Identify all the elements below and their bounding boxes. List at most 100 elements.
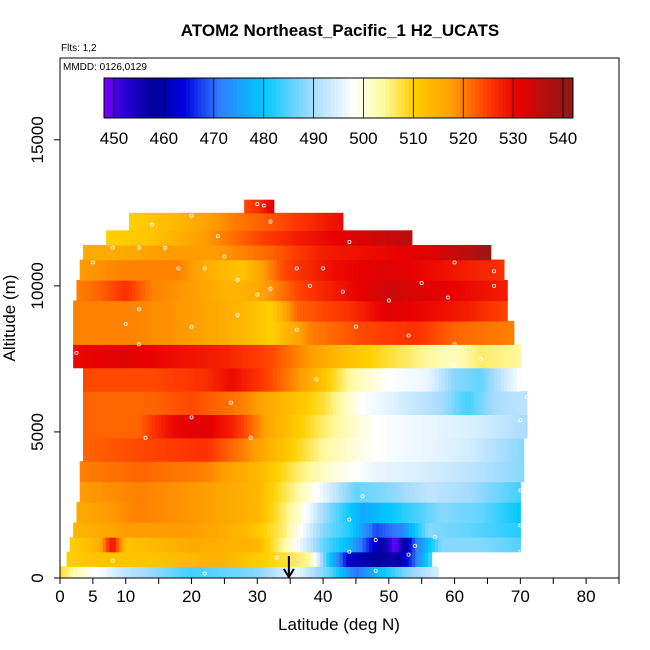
heatmap-cell xyxy=(188,461,193,483)
heatmap-cell xyxy=(471,414,475,439)
heatmap-cell xyxy=(326,391,331,415)
heatmap-cell xyxy=(122,481,127,503)
heatmap-cell xyxy=(408,551,413,567)
colorbar-segment xyxy=(541,78,547,118)
heatmap-cell xyxy=(178,537,183,553)
heatmap-cell xyxy=(392,367,396,392)
heatmap-cell xyxy=(122,551,127,567)
heatmap-cell xyxy=(99,522,104,538)
heatmap-cell xyxy=(382,522,387,538)
heatmap-cell xyxy=(211,522,216,538)
heatmap-cell xyxy=(306,344,311,369)
heatmap-cell xyxy=(474,244,479,261)
heatmap-cell xyxy=(198,259,202,281)
heatmap-cell xyxy=(454,414,459,439)
heatmap-cell xyxy=(293,502,298,524)
heatmap-cell xyxy=(398,537,403,553)
heatmap-cell xyxy=(92,522,97,538)
heatmap-cell xyxy=(480,344,485,369)
heatmap-cell xyxy=(405,551,410,567)
heatmap-cell xyxy=(319,391,324,415)
heatmap-cell xyxy=(395,259,400,281)
heatmap-cell xyxy=(263,522,268,538)
heatmap-cell xyxy=(263,259,268,281)
heatmap-cell xyxy=(152,391,156,415)
heatmap-cell xyxy=(79,481,84,503)
heatmap-cell xyxy=(152,259,156,281)
heatmap-cell xyxy=(240,259,245,281)
heatmap-cell xyxy=(79,502,84,524)
heatmap-cell xyxy=(352,280,357,302)
heatmap-cell xyxy=(227,522,232,538)
heatmap-cell xyxy=(507,502,512,524)
heatmap-cell xyxy=(96,280,101,302)
heatmap-cell xyxy=(132,414,137,439)
heatmap-cell xyxy=(89,280,94,302)
heatmap-cell xyxy=(388,522,393,538)
heatmap-cell xyxy=(369,502,373,524)
heatmap-cell xyxy=(188,212,193,231)
heatmap-cell xyxy=(257,344,262,369)
heatmap-cell xyxy=(122,437,127,462)
heatmap-cell xyxy=(309,259,314,281)
heatmap-cell xyxy=(115,391,120,415)
heatmap-cell xyxy=(201,320,206,345)
heatmap-cell xyxy=(434,320,439,345)
heatmap-cell xyxy=(244,300,249,322)
heatmap-cell xyxy=(411,551,416,567)
heatmap-cell xyxy=(375,481,380,503)
heatmap-cell xyxy=(398,367,403,392)
heatmap-cell xyxy=(178,391,183,415)
heatmap-cell xyxy=(96,367,101,392)
heatmap-cell xyxy=(227,481,232,503)
heatmap-cell xyxy=(79,280,84,302)
heatmap-cell xyxy=(96,244,101,261)
heatmap-cell xyxy=(395,280,400,302)
heatmap-cell xyxy=(346,280,350,302)
sample-point xyxy=(275,555,280,560)
heatmap-cell xyxy=(161,481,166,503)
heatmap-cell xyxy=(477,244,482,261)
heatmap-cell xyxy=(359,461,364,483)
heatmap-cell xyxy=(454,367,459,392)
heatmap-cell xyxy=(303,481,308,503)
colorbar-segment xyxy=(553,78,558,118)
heatmap-cell xyxy=(198,522,202,538)
heatmap-cell xyxy=(464,391,469,415)
heatmap-cell xyxy=(152,212,156,231)
heatmap-cell xyxy=(395,344,400,369)
heatmap-cell xyxy=(254,414,258,439)
heatmap-cell xyxy=(457,244,462,261)
colorbar-segment xyxy=(346,78,351,118)
heatmap-cell xyxy=(398,344,403,369)
heatmap-cell xyxy=(201,300,206,322)
heatmap-cell xyxy=(349,244,354,261)
heatmap-cell xyxy=(244,391,249,415)
heatmap-cell xyxy=(355,437,360,462)
heatmap-cell xyxy=(388,502,393,524)
heatmap-cell xyxy=(418,566,423,578)
heatmap-cell xyxy=(369,367,373,392)
heatmap-cell xyxy=(300,461,304,483)
heatmap-cell xyxy=(415,551,420,567)
heatmap-cell xyxy=(326,551,331,567)
heatmap-cell xyxy=(362,391,367,415)
heatmap-cell xyxy=(191,551,196,567)
heatmap-cell xyxy=(378,551,383,567)
heatmap-cell xyxy=(230,280,235,302)
heatmap-cell xyxy=(142,230,147,246)
heatmap-cell xyxy=(191,244,196,261)
colorbar-segment xyxy=(373,78,379,118)
heatmap-cell xyxy=(520,437,525,462)
heatmap-cell xyxy=(326,537,331,553)
heatmap-cell xyxy=(313,300,318,322)
heatmap-cell xyxy=(424,391,429,415)
colorbar-segment xyxy=(221,78,226,118)
heatmap-cell xyxy=(267,391,272,415)
heatmap-cell xyxy=(441,537,446,553)
heatmap-cell xyxy=(89,481,94,503)
heatmap-cell xyxy=(401,344,406,369)
heatmap-cell xyxy=(135,391,140,415)
heatmap-cell xyxy=(198,244,202,261)
heatmap-cell xyxy=(290,522,295,538)
